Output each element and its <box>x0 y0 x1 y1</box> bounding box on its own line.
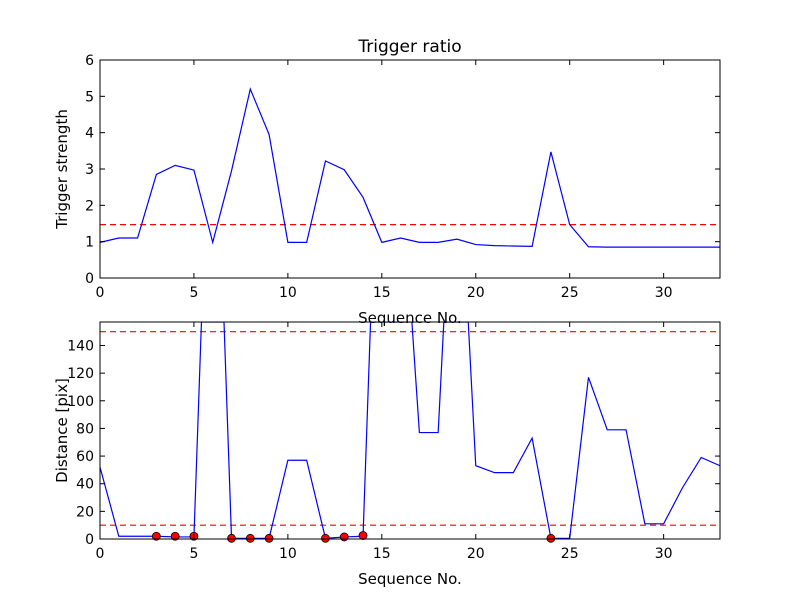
chart-2-y-tick-label-60: 60 <box>76 449 94 465</box>
chart-2-marker-7 <box>321 533 330 543</box>
chart-2-x-tick-label-25: 25 <box>561 546 579 562</box>
chart-2-y-tick-label-80: 80 <box>76 421 94 437</box>
chart-2-x-tick-label-20: 20 <box>467 546 485 562</box>
chart-1-y-tick-label-6: 6 <box>85 53 94 69</box>
chart-1-y-tick-label-3: 3 <box>85 162 94 178</box>
chart-2-x-tick-label-10: 10 <box>279 546 297 562</box>
chart-2-y-tick-label-40: 40 <box>76 477 94 493</box>
chart-2-marker-2 <box>170 531 180 541</box>
chart-2-y-tick-label-0: 0 <box>85 532 94 548</box>
chart-2-y-tick-label-100: 100 <box>67 394 94 410</box>
chart-1-y-tick-label-5: 5 <box>85 89 94 105</box>
chart-2-marker-10 <box>546 533 556 543</box>
chart-1-x-axis-label: Sequence No. <box>358 309 462 327</box>
chart-2-marker-6 <box>264 533 274 543</box>
chart-1-x-tick-label-15: 15 <box>373 285 391 301</box>
chart-1-x-tick-label-5: 5 <box>189 285 198 301</box>
chart-2-x-tick-label-30: 30 <box>655 546 673 562</box>
chart-1-y-tick-label-2: 2 <box>85 198 94 214</box>
chart-1-title: Trigger ratio <box>357 37 461 57</box>
chart-1-y-tick-label-4: 4 <box>85 126 94 142</box>
chart-1-x-tick-label-25: 25 <box>561 285 579 301</box>
chart-1-x-tick-label-0: 0 <box>96 285 105 301</box>
chart-1-x-tick-label-20: 20 <box>467 285 485 301</box>
chart-2-axes-frame <box>99 321 721 540</box>
chart-2-marker-8 <box>339 532 349 542</box>
chart-2-marker-5 <box>245 533 255 543</box>
chart-2-marker-9 <box>358 531 368 540</box>
chart-2-y-axis-label: Distance [pix] <box>53 378 71 483</box>
chart-1-series-line-1 <box>100 87 720 248</box>
chart-2-marker-1 <box>151 531 161 541</box>
chart-2-x-tick-label-0: 0 <box>96 546 105 562</box>
chart-2-x-axis-label: Sequence No. <box>358 570 462 588</box>
chart-2-y-tick-label-20: 20 <box>76 504 94 520</box>
chart-2-x-tick-label-5: 5 <box>189 546 198 562</box>
chart-1-y-tick-label-0: 0 <box>85 271 94 287</box>
chart-1-x-tick-label-10: 10 <box>279 285 297 301</box>
chart-2-y-tick-label-120: 120 <box>67 366 94 382</box>
chart-1-y-tick-label-1: 1 <box>85 235 94 251</box>
chart-1-axes-frame <box>99 59 721 279</box>
chart-1-y-axis-label: Trigger strength <box>53 109 71 230</box>
chart-2-y-tick-label-140: 140 <box>67 338 94 354</box>
chart-1-x-tick-label-30: 30 <box>655 285 673 301</box>
chart-2-marker-4 <box>227 533 236 543</box>
chart-2-series-line-1 <box>100 322 720 539</box>
chart-2-x-tick-label-15: 15 <box>373 546 391 562</box>
